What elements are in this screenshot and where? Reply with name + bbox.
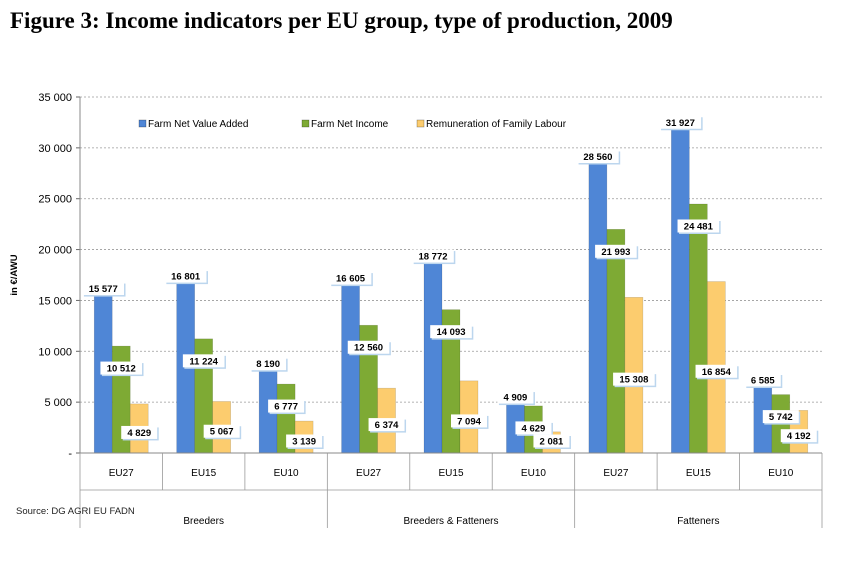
data-label: 16 854 <box>702 367 732 378</box>
data-label: 11 224 <box>189 356 218 367</box>
data-label-box <box>329 271 372 285</box>
data-label: 2 081 <box>540 437 564 448</box>
y-axis-label: in €/AWU <box>9 254 20 295</box>
y-tick-label: 10 000 <box>38 346 72 358</box>
category-label: EU10 <box>768 468 793 479</box>
data-label: 6 374 <box>375 420 399 431</box>
legend-swatch <box>301 119 310 128</box>
group-label: Fatteners <box>677 516 719 527</box>
data-label-box <box>613 372 655 386</box>
category-label: EU27 <box>356 468 381 479</box>
y-tick-label: 35 000 <box>38 92 72 104</box>
legend-label: Farm Net Income <box>311 119 389 130</box>
data-label: 6 585 <box>751 376 775 387</box>
category-label: EU27 <box>109 468 134 479</box>
category-label: EU15 <box>191 468 216 479</box>
data-label: 16 605 <box>336 274 366 285</box>
data-label: 24 481 <box>684 221 714 232</box>
bar <box>588 162 608 454</box>
data-label-box <box>164 269 207 283</box>
y-tick-label: 30 000 <box>38 143 72 155</box>
data-label-box <box>497 390 534 404</box>
y-tick-label: 15 000 <box>38 295 72 307</box>
data-label-box <box>82 282 125 296</box>
data-label-box <box>744 373 781 387</box>
data-label: 4 909 <box>504 393 528 404</box>
data-label: 10 512 <box>107 364 136 375</box>
data-label-box <box>286 434 323 448</box>
data-label-box <box>577 150 619 164</box>
data-label: 15 577 <box>89 284 118 295</box>
data-label-box <box>533 434 570 448</box>
data-label-box <box>347 340 390 354</box>
data-label-box <box>780 429 817 443</box>
bar <box>341 283 360 454</box>
y-tick-label: 25 000 <box>38 194 72 206</box>
data-label: 18 772 <box>418 252 447 263</box>
data-label-box <box>250 357 287 371</box>
category-label: EU10 <box>521 468 546 479</box>
data-label-box <box>515 421 552 435</box>
legend-label: Remuneration of Family Labour <box>426 119 567 130</box>
data-label-box <box>121 425 158 439</box>
data-label: 5 067 <box>210 427 234 438</box>
legend-label: Farm Net Value Added <box>148 119 248 130</box>
data-label: 3 139 <box>292 437 316 448</box>
bar <box>671 127 690 454</box>
data-label: 12 560 <box>354 343 383 354</box>
category-label: EU27 <box>603 468 628 479</box>
data-label-box <box>695 364 738 378</box>
legend-swatch <box>138 119 147 128</box>
data-label-box <box>451 414 487 428</box>
data-label: 21 993 <box>601 247 630 258</box>
y-tick-label: 20 000 <box>38 245 72 257</box>
legend-swatch <box>416 119 425 128</box>
data-label: 4 629 <box>522 423 546 434</box>
bar <box>689 203 708 454</box>
data-label-box <box>203 424 240 438</box>
category-label: EU10 <box>274 468 299 479</box>
data-label: 5 742 <box>769 412 793 423</box>
data-label-box <box>412 249 454 263</box>
data-label: 4 829 <box>127 428 151 439</box>
bar <box>423 261 443 454</box>
data-label: 8 190 <box>256 359 280 370</box>
data-label-box <box>182 354 225 368</box>
data-label-box <box>677 219 720 233</box>
data-label: 28 560 <box>583 152 612 163</box>
bar <box>606 228 626 454</box>
category-label: EU15 <box>686 468 711 479</box>
data-label: 15 308 <box>619 375 648 386</box>
data-label: 14 093 <box>436 327 465 338</box>
data-label: 7 094 <box>457 416 481 427</box>
data-label-box <box>268 399 305 413</box>
group-label: Breeders & Fatteners <box>403 516 498 527</box>
data-label-box <box>595 244 637 258</box>
data-label: 4 192 <box>787 431 811 442</box>
data-label-box <box>659 115 702 129</box>
data-label-box <box>430 325 472 339</box>
y-tick-label: 5 000 <box>44 397 72 409</box>
data-label: 6 777 <box>274 402 298 413</box>
y-tick-label: - <box>68 448 72 460</box>
data-label: 16 801 <box>171 272 201 283</box>
group-label: Breeders <box>183 516 224 527</box>
data-label-box <box>762 410 799 424</box>
source-note: Source: DG AGRI EU FADN <box>16 506 135 517</box>
data-label-box <box>368 418 405 432</box>
data-label: 31 927 <box>666 118 695 129</box>
data-label-box <box>100 361 143 375</box>
figure-title: Figure 3: Income indicators per EU group… <box>10 8 673 33</box>
category-label: EU15 <box>438 468 463 479</box>
